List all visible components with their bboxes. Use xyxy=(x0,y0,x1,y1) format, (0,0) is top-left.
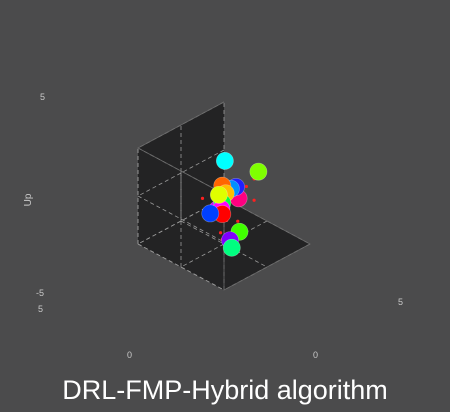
tick-z-bottom: -5 xyxy=(36,288,44,298)
grid-line xyxy=(137,149,225,197)
tick-z-top: 5 xyxy=(40,92,45,102)
grid-line xyxy=(137,243,225,291)
waypoint-marker xyxy=(236,219,240,223)
tick-left-inner: 0 xyxy=(127,350,132,360)
tick-right-outer: 5 xyxy=(398,297,403,307)
agent-markers xyxy=(201,151,268,257)
lime-agent xyxy=(249,162,268,181)
z-axis-label: Up xyxy=(23,193,34,206)
waypoint-marker xyxy=(218,231,223,235)
waypoint-marker xyxy=(252,198,256,202)
yellow-agent xyxy=(209,185,228,204)
grid-line xyxy=(137,195,225,243)
blue-agent xyxy=(201,204,220,223)
waypoint-marker xyxy=(200,196,205,200)
tick-labels: 5 -5 5 0 0 5 Up xyxy=(23,92,403,360)
grid-line xyxy=(180,220,268,268)
spring-agent xyxy=(222,238,241,257)
waypoint-marker xyxy=(244,184,248,189)
grid-line xyxy=(180,220,268,268)
tick-right-inner: 0 xyxy=(313,350,318,360)
cyan-agent xyxy=(215,151,234,170)
tick-left-outer: 5 xyxy=(38,304,43,314)
chart-caption: DRL-FMP-Hybrid algorithm xyxy=(62,375,388,405)
